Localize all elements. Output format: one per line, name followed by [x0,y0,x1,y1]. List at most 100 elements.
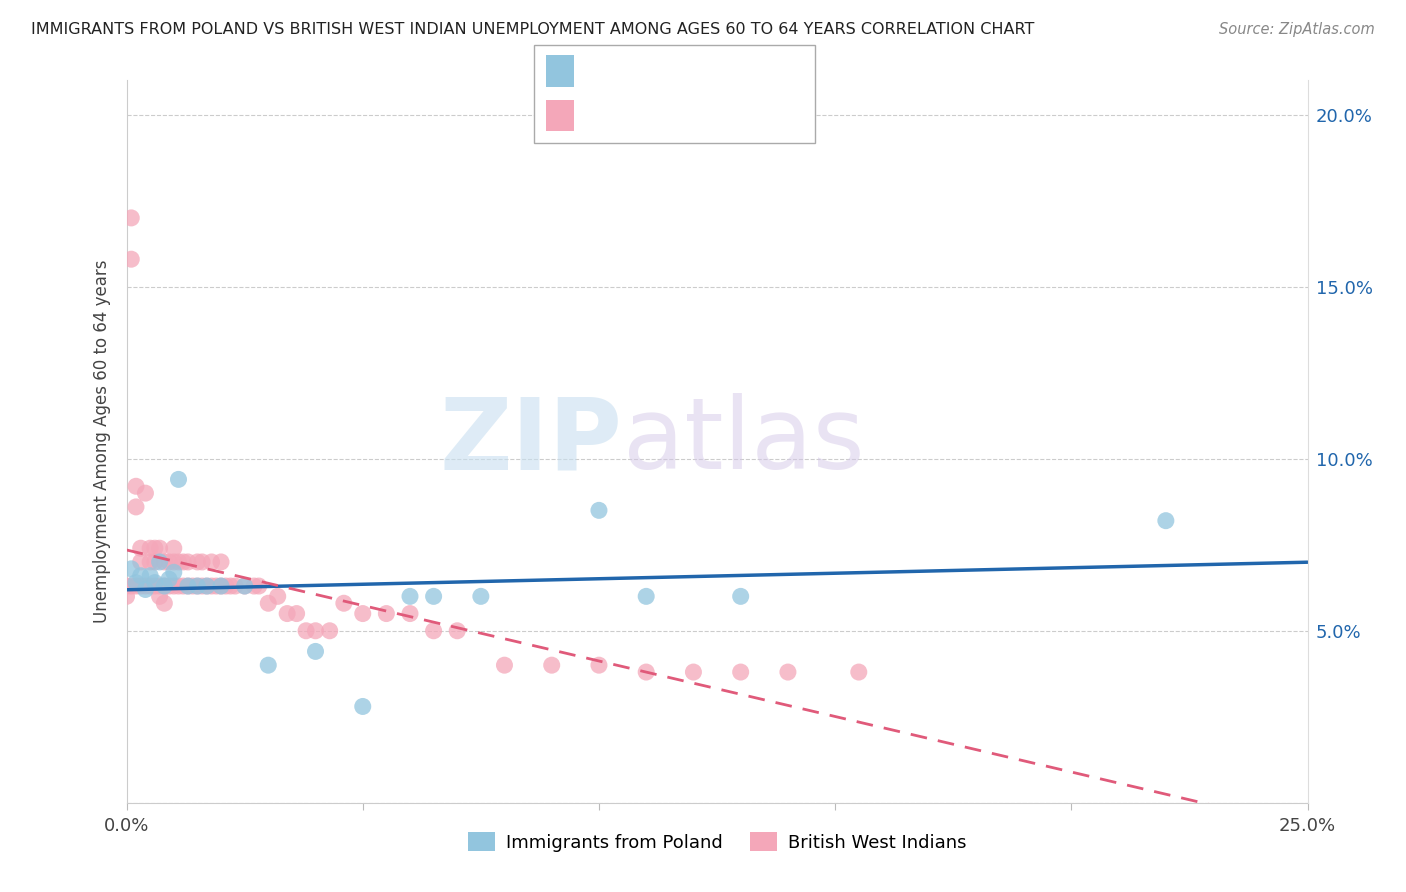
Point [776,665,799,679]
Point [157,555,180,569]
Point [143,541,166,556]
Point [682,665,704,679]
Point [163,566,186,580]
Point [200,555,222,569]
Point [1154,514,1177,528]
Point [163,579,186,593]
Point [149,579,172,593]
Point [115,590,138,604]
Point [125,479,148,493]
Point [219,579,242,593]
Point [120,562,142,576]
Point [143,575,166,590]
Point [125,500,148,514]
Point [422,590,444,604]
FancyBboxPatch shape [546,55,574,87]
Point [636,590,658,604]
Text: Source: ZipAtlas.com: Source: ZipAtlas.com [1219,22,1375,37]
Point [257,596,280,610]
Text: 74: 74 [748,106,772,124]
Point [143,555,166,569]
Point [153,579,176,593]
Point [177,579,200,593]
Point [247,579,270,593]
Text: atlas: atlas [623,393,865,490]
Point [399,607,422,621]
Point [129,579,152,593]
Point [224,579,246,593]
Point [139,541,162,556]
Text: ZIP: ZIP [440,393,623,490]
Point [588,503,610,517]
Point [125,579,148,593]
Point [195,579,218,593]
Point [352,699,374,714]
Point [115,579,138,593]
Text: 0.046: 0.046 [624,106,676,124]
Point [333,596,356,610]
Text: 26: 26 [748,62,770,80]
Point [470,590,492,604]
Point [588,658,610,673]
Point [848,665,870,679]
Point [134,579,156,593]
Point [125,575,148,590]
Point [285,607,308,621]
Point [143,579,166,593]
Point [163,541,186,556]
Point [129,568,152,582]
Point [172,579,194,593]
Point [157,572,180,586]
Point [163,555,186,569]
Point [209,579,232,593]
Point [730,590,752,604]
Point [200,579,222,593]
Point [157,579,180,593]
Point [494,658,516,673]
Point [267,590,290,604]
Point [304,644,326,658]
Point [186,555,208,569]
Point [243,579,266,593]
Point [139,568,162,582]
Point [177,579,200,593]
FancyBboxPatch shape [534,45,815,143]
Point [318,624,340,638]
Text: N =: N = [709,106,745,124]
Point [129,541,152,556]
Point [139,579,162,593]
Point [276,607,298,621]
Point [139,555,162,569]
Text: IMMIGRANTS FROM POLAND VS BRITISH WEST INDIAN UNEMPLOYMENT AMONG AGES 60 TO 64 Y: IMMIGRANTS FROM POLAND VS BRITISH WEST I… [31,22,1035,37]
Point [167,579,190,593]
Point [134,582,156,597]
Point [186,579,208,593]
Point [295,624,318,638]
Point [209,579,232,593]
Point [167,472,190,486]
Point [636,665,658,679]
Point [177,555,200,569]
Point [153,579,176,593]
Point [205,579,228,593]
Point [215,579,238,593]
Text: R =: R = [585,62,621,80]
Point [540,658,562,673]
Text: R =: R = [585,106,621,124]
Point [352,607,374,621]
Point [446,624,468,638]
Point [149,541,172,556]
Point [191,555,214,569]
Point [172,555,194,569]
Point [304,624,326,638]
Point [422,624,444,638]
Text: N =: N = [709,62,745,80]
Y-axis label: Unemployment Among Ages 60 to 64 years: Unemployment Among Ages 60 to 64 years [93,260,111,624]
Point [120,579,142,593]
Point [153,555,176,569]
FancyBboxPatch shape [546,100,574,131]
Point [149,555,172,569]
Point [149,590,172,604]
Point [399,590,422,604]
Point [186,579,208,593]
